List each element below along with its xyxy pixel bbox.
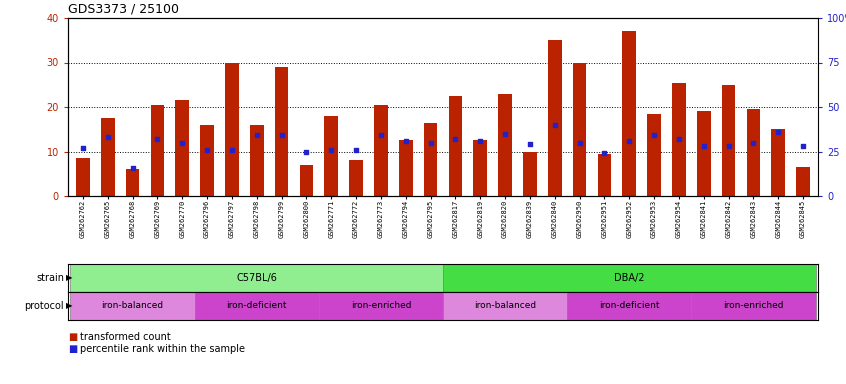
Text: strain: strain (36, 273, 64, 283)
Bar (225, 63, 239, 196)
Bar (498, 94, 512, 196)
Point (673, 136, 686, 142)
Text: ■: ■ (68, 344, 77, 354)
Bar (772, 129, 785, 196)
Bar (319, 292, 443, 320)
Text: iron-balanced: iron-balanced (102, 301, 163, 311)
Point (126, 164, 140, 170)
Bar (175, 100, 189, 196)
Point (325, 147, 338, 153)
Bar (443, 264, 816, 292)
Point (498, 131, 512, 137)
Bar (126, 169, 140, 196)
Point (101, 134, 114, 140)
Bar (70, 264, 443, 292)
Bar (697, 111, 711, 196)
Point (448, 136, 462, 142)
Bar (597, 154, 612, 196)
Text: C57BL/6: C57BL/6 (236, 273, 277, 283)
Text: ▶: ▶ (66, 301, 73, 311)
Text: percentile rank within the sample: percentile rank within the sample (80, 344, 245, 354)
Text: GDS3373 / 25100: GDS3373 / 25100 (68, 3, 179, 16)
Bar (548, 40, 562, 196)
Text: ■: ■ (68, 332, 77, 342)
Point (399, 138, 413, 144)
Bar (443, 292, 567, 320)
Point (523, 141, 536, 147)
Point (424, 139, 437, 146)
Text: iron-enriched: iron-enriched (723, 301, 783, 311)
Bar (324, 116, 338, 196)
Bar (275, 67, 288, 196)
Point (175, 139, 189, 146)
Text: protocol: protocol (25, 301, 64, 311)
Text: iron-enriched: iron-enriched (350, 301, 411, 311)
Text: iron-deficient: iron-deficient (227, 301, 287, 311)
Point (722, 143, 735, 149)
Point (772, 129, 785, 135)
Bar (691, 292, 816, 320)
Bar (747, 109, 761, 196)
Bar (374, 105, 387, 196)
Point (747, 139, 761, 146)
Bar (573, 63, 586, 196)
Bar (623, 31, 636, 196)
Text: transformed count: transformed count (80, 332, 171, 342)
Bar (349, 161, 363, 196)
Point (275, 132, 288, 139)
Bar (796, 167, 810, 196)
Point (151, 136, 164, 142)
Point (76, 145, 90, 151)
Bar (201, 125, 214, 196)
Point (597, 150, 611, 156)
Bar (523, 152, 536, 196)
Point (573, 139, 586, 146)
Text: iron-balanced: iron-balanced (474, 301, 536, 311)
Bar (399, 141, 413, 196)
Text: iron-deficient: iron-deficient (599, 301, 660, 311)
Bar (647, 114, 661, 196)
Point (299, 149, 313, 155)
Point (548, 122, 562, 128)
Bar (424, 122, 437, 196)
Point (201, 147, 214, 153)
Bar (151, 105, 164, 196)
Bar (474, 141, 487, 196)
Point (697, 143, 711, 149)
Bar (195, 292, 319, 320)
Text: DBA/2: DBA/2 (614, 273, 645, 283)
Point (349, 147, 363, 153)
Point (374, 132, 387, 139)
Bar (672, 83, 686, 196)
Bar (76, 158, 90, 196)
Point (796, 143, 810, 149)
Bar (448, 96, 462, 196)
Point (474, 138, 487, 144)
Bar (567, 292, 691, 320)
Point (647, 132, 661, 139)
Bar (722, 85, 735, 196)
Bar (299, 165, 313, 196)
Point (225, 147, 239, 153)
Bar (70, 292, 195, 320)
Bar (250, 125, 264, 196)
Point (623, 138, 636, 144)
Text: ▶: ▶ (66, 273, 73, 283)
Bar (101, 118, 114, 196)
Point (250, 132, 263, 139)
